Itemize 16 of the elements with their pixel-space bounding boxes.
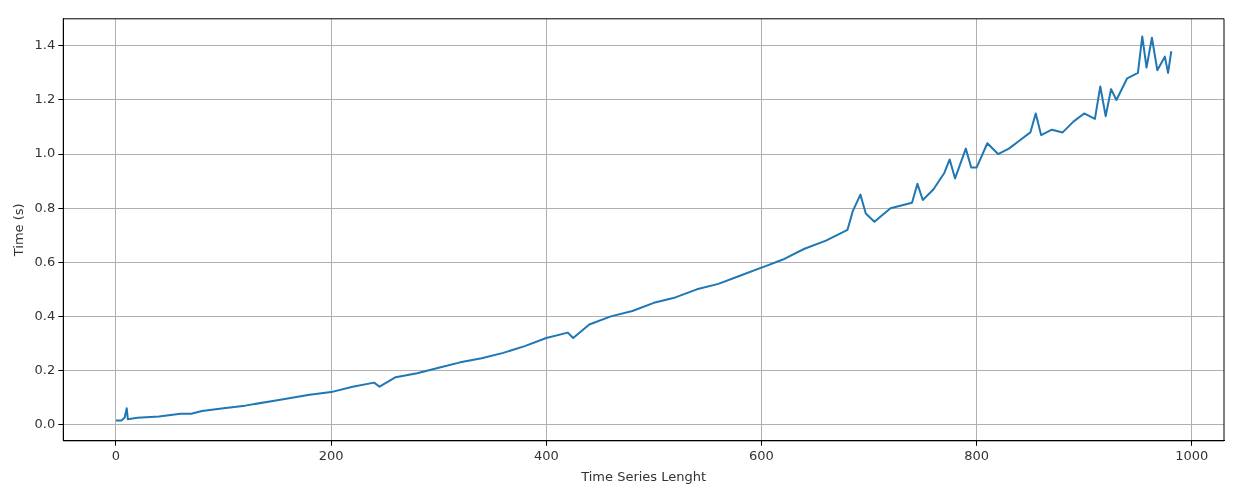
- y-tick-label: 1.0: [34, 145, 56, 161]
- y-axis-title: Time (s): [11, 203, 27, 258]
- y-tick-label: 1.4: [34, 37, 56, 53]
- y-tick-label: 0.4: [34, 307, 56, 323]
- y-tick-label: 0.8: [34, 199, 56, 215]
- y-tick-label: 0.6: [34, 253, 56, 269]
- x-tick-label: 200: [318, 447, 344, 463]
- y-tick-label: 1.2: [34, 91, 56, 107]
- y-tick-label: 0.0: [34, 415, 56, 431]
- x-tick-label: 1000: [1175, 447, 1209, 463]
- x-axis-title: Time Series Lenght: [580, 468, 707, 484]
- x-tick-label: 800: [964, 447, 989, 463]
- x-tick-label: 0: [111, 447, 121, 463]
- x-tick-label: 600: [749, 447, 774, 463]
- x-tick-label: 400: [533, 447, 559, 463]
- y-tick-label: 0.2: [34, 361, 56, 377]
